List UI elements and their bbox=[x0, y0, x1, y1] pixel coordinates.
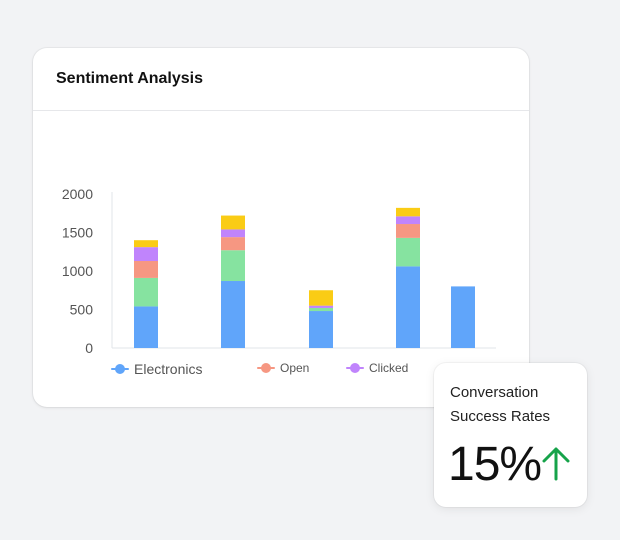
y-tick-label: 2000 bbox=[62, 186, 93, 202]
y-tick-label: 0 bbox=[85, 340, 93, 356]
bar-segment bbox=[134, 260, 158, 278]
legend-item: Clicked bbox=[346, 361, 408, 375]
bar-segment bbox=[134, 247, 158, 261]
bar-segment bbox=[221, 250, 245, 282]
bar-segment bbox=[396, 216, 420, 225]
bar-segment bbox=[134, 306, 158, 348]
legend-marker-icon bbox=[346, 363, 364, 373]
bar-segment bbox=[309, 305, 333, 308]
y-tick-label: 1500 bbox=[62, 225, 93, 241]
stat-title: Conversation Success Rates bbox=[450, 384, 551, 425]
legend-label: Electronics bbox=[134, 361, 203, 377]
success-rate-card: Conversation Success Rates 15% bbox=[434, 363, 587, 507]
legend-item: Electronics bbox=[111, 361, 202, 377]
legend-label: Open bbox=[280, 361, 310, 375]
bar-segment bbox=[396, 207, 420, 217]
bar-segment bbox=[134, 277, 158, 307]
y-tick-label: 500 bbox=[70, 302, 94, 318]
sentiment-analysis-card: Sentiment Analysis 0500100015002000Aug, … bbox=[33, 48, 529, 407]
legend-marker-icon bbox=[111, 364, 129, 374]
bar-segment bbox=[309, 311, 333, 348]
bar-segment bbox=[309, 307, 333, 312]
bar-segment bbox=[221, 215, 245, 230]
legend-marker-icon bbox=[257, 363, 275, 373]
bar-segment bbox=[221, 281, 245, 348]
legend-label: Clicked bbox=[369, 361, 409, 375]
bar-segment bbox=[396, 266, 420, 348]
stacked-bar-chart: 0500100015002000Aug, 05Aug, 06Aug, 07---… bbox=[62, 186, 496, 356]
bar-segment bbox=[221, 229, 245, 238]
arrow-up-icon bbox=[542, 447, 570, 481]
bar-segment bbox=[396, 237, 420, 267]
card-title: Sentiment Analysis bbox=[56, 70, 204, 87]
bar-segment bbox=[309, 290, 333, 306]
legend-item: Open bbox=[257, 361, 309, 375]
bar-segment bbox=[221, 237, 245, 251]
bar-segment bbox=[451, 286, 475, 348]
y-tick-label: 1000 bbox=[62, 263, 93, 279]
bar-segment bbox=[396, 224, 420, 238]
card-header: Sentiment Analysis bbox=[33, 48, 529, 111]
bar-segment bbox=[134, 240, 158, 248]
stat-value: 15% bbox=[448, 438, 542, 491]
